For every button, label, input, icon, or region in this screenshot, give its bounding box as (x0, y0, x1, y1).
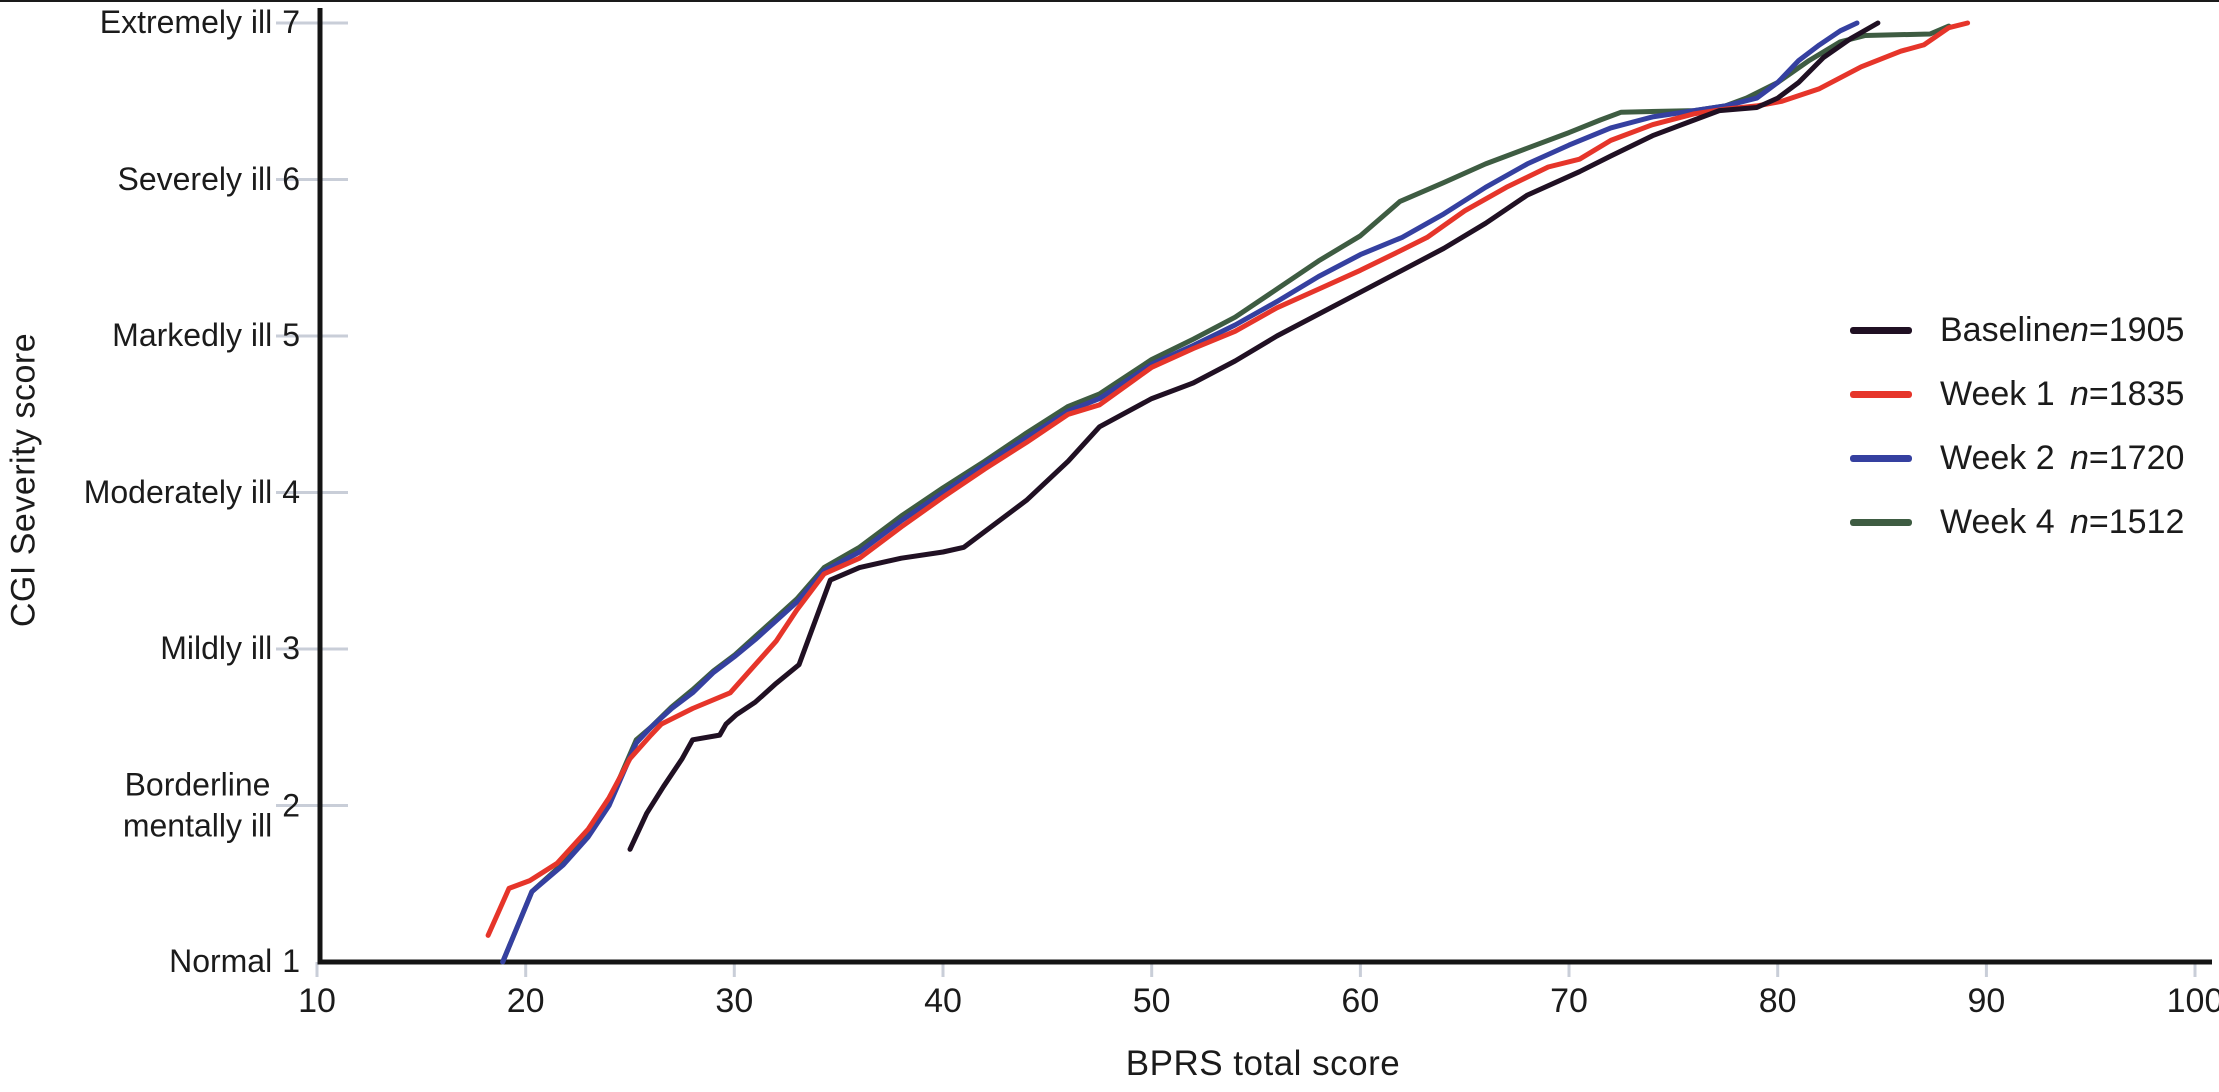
legend-row-week-1: Week 1 n=1835 (1850, 362, 2184, 426)
y-tick-label-3: Mildly ill 3 (0, 628, 300, 670)
legend-swatch (1850, 390, 1912, 398)
x-tick-label-10: 10 (298, 982, 336, 1020)
y-tick-text: Moderately ill (83, 473, 273, 510)
legend-label: Week 2 (1940, 438, 2055, 477)
x-tick-label-20: 20 (506, 982, 545, 1020)
legend-label: Week 1 (1940, 374, 2055, 413)
legend-row-baseline: Baseline n=1905 (1850, 298, 2184, 362)
x-tick-label-90: 90 (1967, 982, 2006, 1020)
y-tick-text: Normal (169, 943, 273, 980)
x-tick-label-40: 40 (924, 982, 962, 1020)
legend-n-count: n=1835 (2070, 374, 2185, 413)
legend-label: Baseline (1940, 310, 2071, 349)
y-tick-number: 7 (282, 4, 300, 41)
x-tick-label-30: 30 (715, 982, 754, 1020)
y-tick-text: Mildly ill (160, 630, 273, 667)
x-tick-label-60: 60 (1341, 982, 1380, 1020)
legend-swatch (1850, 518, 1912, 526)
x-tick-label-80: 80 (1758, 982, 1797, 1020)
legend-row-week-2: Week 2 n=1720 (1850, 426, 2184, 490)
legend-row-week-4: Week 4 n=1512 (1850, 490, 2184, 554)
figure-top-border (0, 0, 2219, 2)
x-axis-title: BPRS total score (1125, 1044, 1401, 1083)
y-tick-text: Borderline mentally ill (122, 765, 273, 844)
legend-n-count: n=1905 (2070, 310, 2185, 349)
y-tick-label-4: Moderately ill 4 (0, 472, 300, 514)
y-tick-number: 6 (282, 161, 300, 197)
y-tick-number: 1 (282, 943, 300, 980)
series-line-week-2 (500, 20, 1860, 965)
y-tick-text: Markedly ill (112, 317, 273, 354)
legend-label: Week 4 (1940, 502, 2055, 541)
y-tick-label-7: Extremely ill 7 (0, 2, 300, 44)
y-tick-number: 4 (282, 474, 300, 510)
y-tick-label-2: Borderline mentally ill 2 (0, 764, 300, 847)
y-tick-text: Severely ill (117, 160, 273, 197)
series-line-week-1 (485, 20, 1971, 938)
x-tick-label-100: 100 (2166, 982, 2219, 1020)
y-tick-label-1: Normal 1 (0, 941, 300, 983)
x-tick-label-50: 50 (1132, 982, 1171, 1020)
legend-n-count: n=1512 (2070, 502, 2185, 541)
legend-swatch (1850, 326, 1912, 334)
y-tick-text: Extremely ill (99, 4, 273, 41)
y-tick-label-6: Severely ill 6 (0, 159, 300, 201)
legend-swatch (1850, 454, 1912, 462)
y-tick-label-5: Markedly ill 5 (0, 315, 300, 357)
legend: Baseline n=1905 Week 1 n=1835 Week 2 n=1720 We… (1850, 298, 2184, 554)
y-tick-number: 3 (282, 630, 300, 667)
legend-n-count: n=1720 (2070, 438, 2185, 477)
y-tick-number: 5 (282, 317, 300, 354)
x-tick-label-70: 70 (1550, 982, 1588, 1020)
series-line-week-4 (500, 23, 1952, 965)
series-line-baseline (627, 20, 1881, 852)
y-tick-number: 2 (282, 787, 300, 823)
